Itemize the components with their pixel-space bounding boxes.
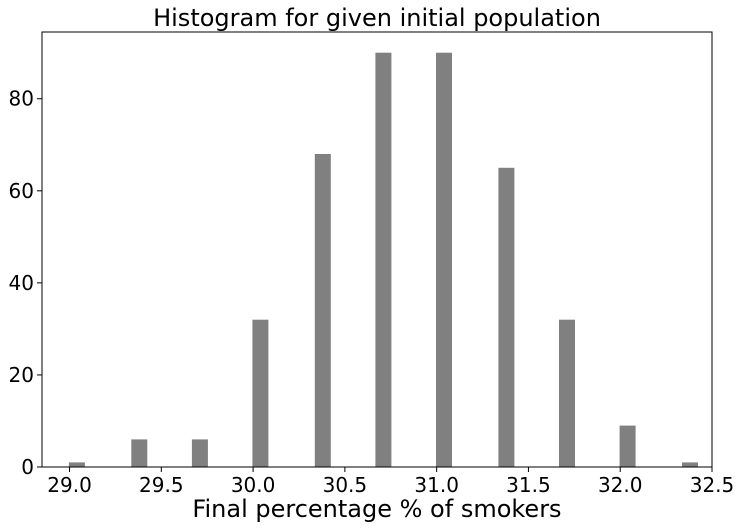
bars-group — [68, 52, 698, 468]
y-axis-ticks: 0 20 40 60 80 — [9, 87, 42, 479]
histogram-bar-9 — [619, 425, 636, 467]
histogram-bar-8 — [559, 319, 575, 467]
y-tick-label: 80 — [9, 87, 34, 111]
y-tick-label: 20 — [9, 363, 34, 387]
x-tick-label: 29.5 — [139, 473, 184, 497]
histogram-bar-0 — [68, 462, 85, 467]
y-tick-label: 60 — [9, 179, 34, 203]
histogram-bar-10 — [682, 462, 698, 467]
histogram-bar-4 — [314, 154, 331, 467]
x-tick-label: 30.0 — [231, 473, 276, 497]
histogram-bar-2 — [191, 439, 208, 467]
histogram-bar-5 — [375, 52, 392, 467]
histogram-bar-6 — [436, 52, 452, 467]
y-tick-label: 40 — [9, 271, 34, 295]
plot-frame — [41, 31, 713, 468]
x-tick-label: 29.0 — [47, 473, 92, 497]
x-tick-label: 31.0 — [414, 473, 459, 497]
x-tick-label: 31.5 — [506, 473, 551, 497]
chart-title: Histogram for given initial population — [153, 4, 601, 32]
histogram-bar-1 — [131, 439, 148, 467]
x-axis-ticks: 29.0 29.5 30.0 30.5 31.0 31.5 32.0 32.5 — [47, 467, 734, 497]
x-tick-label: 32.0 — [598, 473, 643, 497]
histogram-bar-3 — [252, 319, 269, 467]
x-tick-label: 32.5 — [690, 473, 735, 497]
histogram-bar-7 — [498, 167, 515, 468]
x-axis-label: Final percentage % of smokers — [192, 495, 561, 523]
x-tick-label: 30.5 — [323, 473, 368, 497]
y-tick-label: 0 — [21, 455, 34, 479]
